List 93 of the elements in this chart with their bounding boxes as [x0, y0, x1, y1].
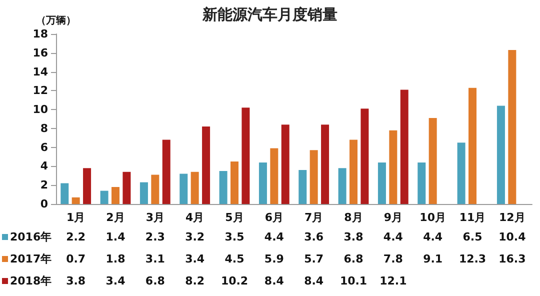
bar — [180, 174, 188, 204]
legend-label: 2016年 — [10, 230, 52, 244]
data-label: 2.2 — [66, 230, 86, 244]
data-label: 3.4 — [106, 274, 126, 288]
x-tick-label: 5月 — [225, 211, 244, 224]
data-label: 8.2 — [185, 274, 205, 288]
legend-label: 2018年 — [10, 274, 52, 288]
data-label: 10.2 — [220, 274, 248, 288]
bar — [496, 106, 505, 204]
data-label: 2.3 — [145, 230, 165, 244]
bar — [140, 182, 148, 204]
x-tick-label: 10月 — [420, 211, 446, 224]
y-tick-label: 10 — [32, 103, 48, 116]
bar — [508, 50, 516, 204]
data-label: 3.5 — [224, 230, 244, 244]
bar — [457, 142, 466, 204]
data-label: 12.1 — [380, 274, 407, 288]
bar — [83, 168, 92, 204]
x-tick-label: 12月 — [499, 211, 526, 224]
data-label: 3.2 — [185, 230, 205, 244]
bar — [270, 148, 278, 204]
data-label: 1.4 — [106, 230, 126, 244]
y-tick-label: 6 — [40, 140, 48, 154]
data-label: 4.5 — [224, 252, 244, 266]
y-tick-label: 4 — [40, 160, 48, 173]
bar — [202, 126, 210, 204]
bar — [162, 140, 170, 204]
x-tick-label: 3月 — [146, 211, 164, 224]
data-label: 0.7 — [66, 252, 86, 266]
data-label: 7.8 — [383, 252, 403, 266]
x-tick-label: 8月 — [344, 211, 363, 224]
data-label: 9.1 — [423, 252, 443, 266]
x-tick-label: 1月 — [66, 211, 86, 224]
x-tick-label: 7月 — [304, 211, 324, 224]
data-label: 3.1 — [145, 252, 165, 266]
bar — [281, 124, 290, 204]
data-label: 4.4 — [264, 230, 284, 244]
data-label: 3.6 — [304, 230, 324, 244]
x-tick-label: 4月 — [186, 211, 204, 224]
x-tick-label: 6月 — [264, 211, 284, 224]
bar — [258, 162, 267, 204]
data-label: 3.4 — [185, 252, 205, 266]
data-label: 5.7 — [304, 252, 324, 266]
y-tick-label: 18 — [32, 28, 48, 40]
bar — [190, 172, 199, 204]
bar — [219, 170, 228, 204]
data-label: 8.4 — [304, 274, 324, 288]
chart-title: 新能源汽车月度销量 — [202, 6, 338, 24]
bar — [60, 183, 69, 204]
legend-label: 2017年 — [10, 252, 52, 266]
bar — [72, 197, 80, 204]
y-axis-title: （万辆） — [36, 14, 76, 26]
y-tick-label: 8 — [40, 122, 48, 135]
y-tick-label: 14 — [32, 65, 48, 78]
data-label: 8.4 — [264, 274, 284, 288]
data-label: 6.8 — [145, 274, 165, 288]
data-label: 10.4 — [498, 230, 526, 244]
bar — [338, 168, 346, 204]
data-label: 6.8 — [344, 252, 364, 266]
x-tick-label: 2月 — [106, 211, 125, 224]
data-label: 4.4 — [383, 230, 404, 244]
bar — [418, 162, 426, 204]
data-label: 1.8 — [106, 252, 126, 266]
bar — [310, 150, 318, 204]
x-tick-label: 9月 — [384, 211, 402, 224]
bar — [378, 162, 386, 204]
data-label: 3.8 — [344, 230, 364, 244]
bar — [112, 187, 120, 204]
bar — [400, 90, 408, 204]
data-label: 3.8 — [66, 274, 86, 288]
y-tick-label: 12 — [32, 84, 48, 98]
y-tick-label: 0 — [40, 198, 48, 210]
y-tick-label: 16 — [32, 46, 48, 60]
bar — [428, 118, 437, 204]
data-label: 5.9 — [264, 252, 284, 266]
bar — [321, 124, 330, 204]
bar — [122, 172, 131, 204]
data-label: 12.3 — [458, 252, 486, 266]
bar — [468, 88, 476, 204]
bar — [242, 108, 250, 204]
bar — [389, 130, 398, 204]
data-label: 4.4 — [423, 230, 443, 244]
bar — [151, 174, 160, 204]
data-label: 10.1 — [340, 274, 368, 288]
bar — [100, 190, 108, 204]
bar — [360, 108, 369, 204]
data-label: 6.5 — [462, 230, 482, 244]
data-label: 16.3 — [498, 252, 526, 266]
bar — [298, 170, 307, 204]
y-tick-label: 2 — [40, 178, 48, 192]
bar — [230, 162, 238, 204]
bar — [350, 140, 358, 204]
x-tick-label: 11月 — [459, 211, 486, 224]
